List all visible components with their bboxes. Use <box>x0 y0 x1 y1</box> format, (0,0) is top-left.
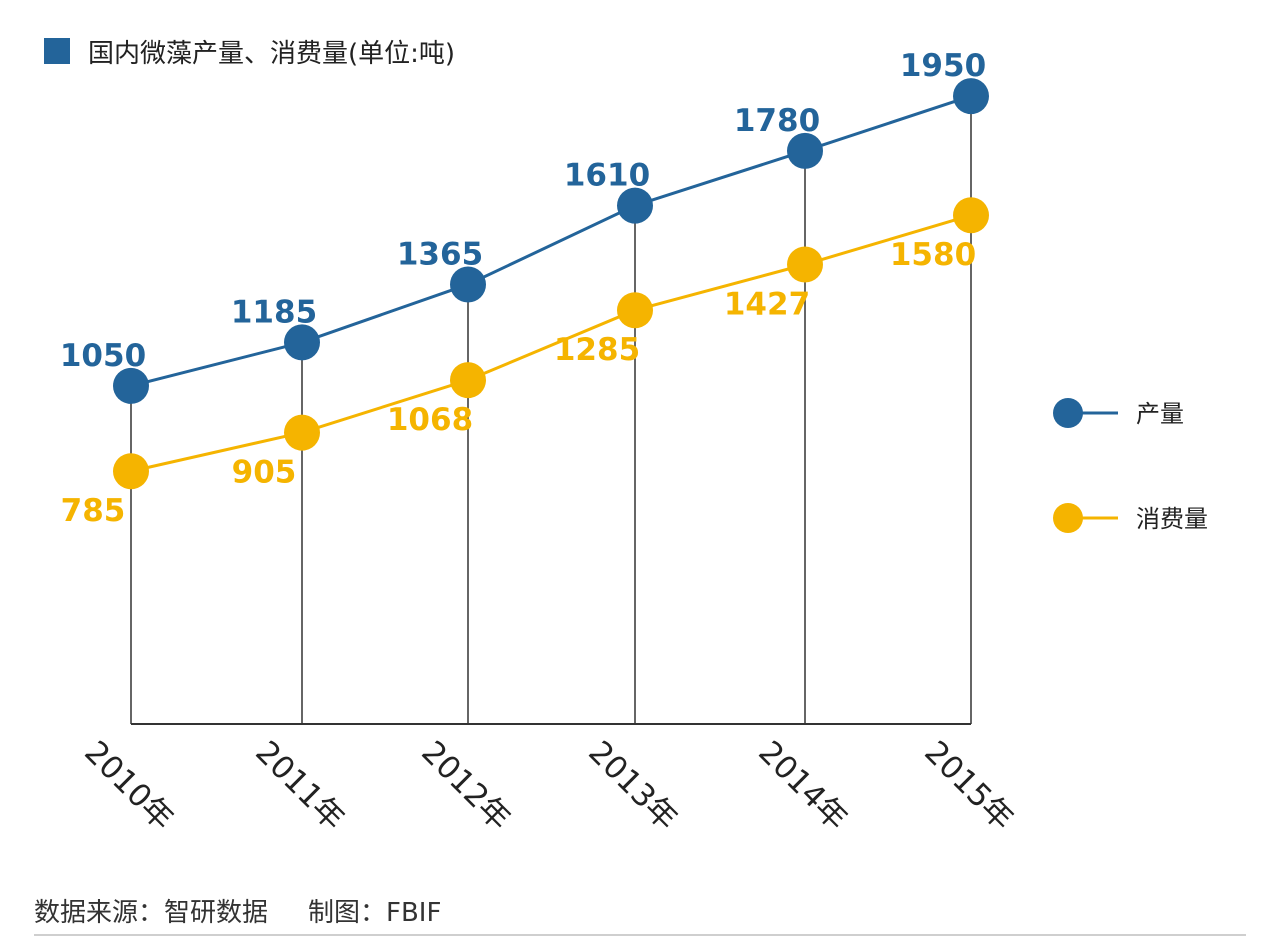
x-tick-label: 2012年 <box>414 734 517 837</box>
x-tick-label: 2014年 <box>751 734 854 837</box>
legend-item: 消费量 <box>1053 503 1208 533</box>
data-label: 1068 <box>387 402 473 438</box>
data-point <box>953 197 989 234</box>
data-point <box>617 187 653 224</box>
data-label: 905 <box>232 455 297 491</box>
series-line <box>130 213 972 473</box>
legend-item: 产量 <box>1053 398 1184 428</box>
data-label: 785 <box>61 493 126 529</box>
footer-note: 数据来源：智研数据 制图：FBIF <box>34 892 441 929</box>
series-1: 1050 1185 1365 1610 1780 1950 <box>60 48 989 404</box>
legend-marker <box>1053 398 1083 428</box>
credit-text: 制图：FBIF <box>308 898 442 928</box>
data-point <box>617 292 653 329</box>
footer-divider <box>34 934 1246 936</box>
title-marker <box>44 38 70 64</box>
x-axis-ticks: 2010年 2011年 2012年 2013年 2014年 2015年 <box>77 734 1020 837</box>
legend-label: 产量 <box>1136 400 1184 428</box>
data-label: 1185 <box>231 294 317 330</box>
legend-marker <box>1053 503 1083 533</box>
series-2: 785 905 1068 1285 1427 1580 <box>61 197 989 529</box>
data-label: 1610 <box>564 158 650 194</box>
data-point <box>787 246 823 283</box>
x-tick-label: 2010年 <box>77 734 180 837</box>
series-line <box>130 94 972 388</box>
chart-title-text: 国内微藻产量、消费量(单位:吨) <box>88 39 455 69</box>
data-point <box>953 78 989 115</box>
series-layer: 1050 1185 1365 1610 1780 1950 785 905 1068 1285 14… <box>60 48 989 529</box>
data-label: 1580 <box>890 237 976 273</box>
data-label: 1050 <box>60 338 146 374</box>
data-point <box>284 414 320 451</box>
source-text: 数据来源：智研数据 <box>34 898 269 928</box>
data-label: 1365 <box>397 236 483 272</box>
data-label: 1285 <box>554 332 640 368</box>
axes <box>130 96 972 725</box>
legend-label: 消费量 <box>1136 505 1208 533</box>
data-label: 1427 <box>724 287 810 323</box>
data-point <box>450 362 486 399</box>
data-point <box>113 367 149 404</box>
x-tick-label: 2015年 <box>917 734 1020 837</box>
x-tick-label: 2013年 <box>581 734 684 837</box>
data-point <box>284 324 320 361</box>
data-label: 1950 <box>900 48 986 84</box>
data-point <box>450 266 486 303</box>
x-tick-label: 2011年 <box>248 734 351 837</box>
chart-title: 国内微藻产量、消费量(单位:吨) <box>44 38 455 69</box>
data-point <box>787 132 823 169</box>
data-point <box>113 453 149 490</box>
data-label: 1780 <box>734 103 820 139</box>
